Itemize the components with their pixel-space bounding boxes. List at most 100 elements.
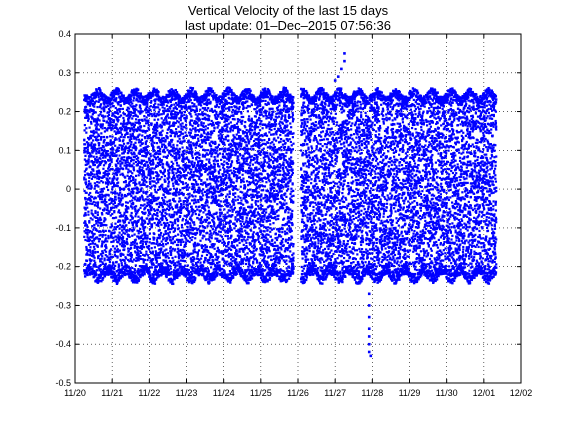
data-point [156,123,159,126]
data-point [166,131,169,135]
data-point [155,133,158,136]
data-point [135,275,138,278]
data-point [99,276,102,279]
data-point [158,228,161,232]
data-point [148,272,151,276]
data-point [157,110,160,114]
data-point [169,265,172,268]
data-point [172,122,176,125]
data-point [104,229,107,232]
data-point [121,275,124,278]
data-point [165,275,168,279]
data-point [125,108,129,112]
data-point [92,168,95,171]
data-point [97,206,100,209]
data-point [193,105,196,108]
data-point [212,185,215,188]
data-point [98,149,101,153]
data-point [137,141,141,144]
data-point [87,184,90,187]
data-point [115,118,119,121]
data-point [143,103,147,106]
data-point [181,115,184,118]
data-point [193,179,197,182]
data-point [205,213,208,216]
data-point [104,195,107,198]
data-point [89,134,93,137]
data-point [197,183,200,186]
data-point [107,234,110,238]
data-point [162,189,166,193]
data-point [206,267,209,270]
data-point [152,238,155,241]
data-point [90,186,93,189]
data-point [211,152,214,155]
data-point [110,265,114,269]
data-point [177,152,180,155]
data-point [169,272,172,276]
data-point [170,227,173,231]
data-point [206,90,210,93]
data-point [176,210,179,214]
data-point [97,160,100,163]
data-point [203,155,207,158]
data-point [91,97,94,100]
data-point [134,181,137,184]
data-point [176,243,179,247]
data-point [216,237,219,240]
data-point [178,130,181,133]
data-point [143,115,146,118]
data-point [104,154,107,158]
data-point [176,140,179,143]
data-point [94,236,97,239]
data-point [203,164,207,168]
data-point [186,264,189,267]
data-point [93,256,96,259]
data-point [137,208,140,211]
data-point [194,199,197,202]
data-point [210,253,213,257]
data-point [120,133,124,136]
data-point [191,156,194,160]
data-point [91,235,94,238]
data-point [162,103,165,106]
data-point [140,173,143,176]
data-point [129,269,132,272]
data-point [157,181,160,184]
data-point [99,260,103,263]
data-point [183,99,186,102]
data-point [175,114,178,117]
data-point [207,269,210,272]
data-point [179,243,182,246]
data-point [201,134,204,138]
data-point [134,271,137,275]
data-point [175,182,178,185]
data-point [105,201,108,204]
data-point [187,214,190,217]
data-point [139,107,142,110]
data-point [166,200,169,203]
data-point [87,119,90,122]
data-point [164,270,167,273]
data-point [141,166,144,169]
data-point [172,90,176,93]
data-point [87,158,90,161]
data-point [101,151,104,154]
data-point [103,160,106,163]
data-point [132,271,135,274]
data-point [108,202,111,206]
data-point [189,109,193,112]
data-point [154,125,157,128]
data-point [181,187,184,190]
data-point [113,201,116,204]
data-point [157,114,160,117]
data-point [106,170,109,173]
data-point [109,148,113,151]
data-point [149,217,152,220]
data-point [133,110,136,113]
data-point [87,210,90,213]
data-point [157,145,160,148]
data-point [85,141,89,144]
data-point [156,164,159,168]
data-point [154,255,157,259]
